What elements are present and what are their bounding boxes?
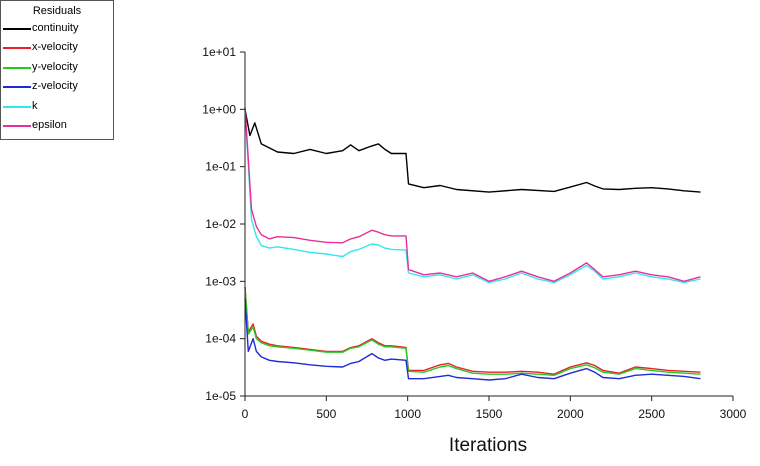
y-tick-label: 1e-02 (205, 217, 236, 231)
x-tick-label: 0 (242, 407, 249, 421)
legend-item-z-velocity: z-velocity (1, 79, 113, 98)
y-tick-label: 1e-05 (205, 389, 236, 403)
x-tick-label: 2500 (638, 407, 665, 421)
legend-item-y-velocity: y-velocity (1, 60, 113, 79)
legend-title: Residuals (32, 5, 82, 17)
x-tick-label: 1500 (476, 407, 503, 421)
legend-label: k (32, 99, 38, 112)
y-tick-label: 1e-01 (205, 160, 236, 174)
legend-label: y-velocity (32, 60, 78, 73)
legend-swatch (3, 66, 31, 69)
legend-label: x-velocity (32, 41, 78, 54)
y-tick-label: 1e+01 (202, 45, 236, 59)
legend-item-x-velocity: x-velocity (1, 40, 113, 59)
legend-item-continuity: continuity (1, 21, 113, 40)
legend-swatch (3, 105, 31, 108)
series-line-y-velocity (244, 286, 701, 376)
x-tick-label: 500 (316, 407, 336, 421)
x-tick-label: 3000 (720, 407, 747, 421)
x-tick-group: 0 500 1000 1500 2000 2500 3000 (242, 396, 747, 421)
legend-swatch (3, 86, 31, 89)
legend-swatch (3, 28, 31, 30)
series-line-k (244, 109, 701, 284)
legend: Residuals continuity x-velocity y-velocity… (0, 0, 114, 140)
x-tick-label: 1000 (394, 407, 421, 421)
legend-label: epsilon (32, 118, 67, 131)
legend-item-epsilon: epsilon (1, 118, 113, 137)
legend-swatch (3, 124, 31, 127)
series-line-continuity (244, 109, 701, 193)
y-tick-label: 1e-03 (205, 274, 236, 288)
x-axis-title: Iterations (449, 435, 527, 456)
y-tick-label: 1e-04 (205, 332, 236, 346)
series-layer (244, 106, 701, 381)
legend-item-k: k (1, 99, 113, 118)
legend-label: z-velocity (32, 80, 78, 93)
y-tick-group: 1e-05 1e-04 1e-03 1e-02 1e-01 1e+00 1e+01 (202, 45, 245, 403)
legend-label: continuity (32, 22, 79, 34)
y-tick-label: 1e+00 (202, 102, 236, 116)
series-line-x-velocity (244, 286, 701, 375)
legend-swatch (3, 47, 31, 50)
x-tick-label: 2000 (557, 407, 584, 421)
legend-items: continuity x-velocity y-velocity z-velocity… (1, 21, 113, 137)
series-line-z-velocity (244, 298, 701, 381)
series-line-epsilon (244, 106, 701, 282)
